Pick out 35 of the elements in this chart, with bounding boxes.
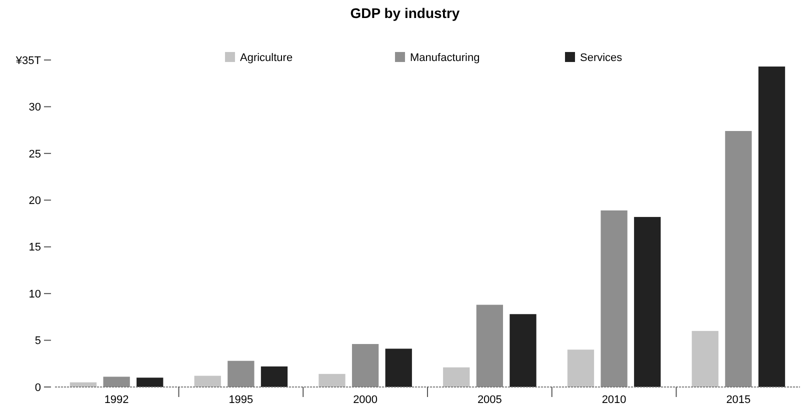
bar bbox=[228, 360, 254, 387]
y-tick-label: 25 bbox=[28, 148, 41, 160]
bar bbox=[136, 378, 164, 387]
bar bbox=[758, 66, 786, 387]
bar bbox=[385, 348, 412, 387]
bar bbox=[600, 210, 628, 387]
bar bbox=[352, 344, 379, 387]
x-tick-label: 2015 bbox=[726, 394, 751, 406]
y-tick-label: 15 bbox=[28, 242, 41, 254]
bar bbox=[260, 366, 288, 387]
bar bbox=[318, 374, 346, 387]
bar bbox=[103, 376, 130, 387]
legend-label: Manufacturing bbox=[410, 52, 480, 64]
bar bbox=[476, 304, 504, 387]
x-tick-label: 1992 bbox=[104, 394, 129, 406]
bar bbox=[692, 330, 718, 387]
bar bbox=[725, 131, 752, 387]
y-tick-label: 30 bbox=[28, 102, 41, 114]
x-tick-label: 2000 bbox=[353, 394, 378, 406]
y-tick-label: 0 bbox=[34, 382, 41, 394]
bar bbox=[443, 367, 470, 387]
bar bbox=[510, 314, 536, 387]
legend-label: Services bbox=[580, 52, 623, 64]
bar bbox=[634, 216, 661, 387]
y-tick-label: 10 bbox=[28, 288, 41, 300]
bar bbox=[194, 376, 221, 387]
x-tick-label: 2010 bbox=[602, 394, 626, 406]
x-tick-label: 2005 bbox=[477, 394, 502, 406]
y-tick-label: ¥35T bbox=[14, 54, 42, 67]
y-tick-label: 5 bbox=[34, 335, 41, 348]
bar bbox=[567, 350, 594, 387]
chart-title: GDP by industry bbox=[350, 5, 460, 21]
legend-label: Agriculture bbox=[240, 52, 293, 64]
y-tick-label: 20 bbox=[28, 194, 41, 207]
x-tick-label: 1995 bbox=[228, 394, 254, 406]
